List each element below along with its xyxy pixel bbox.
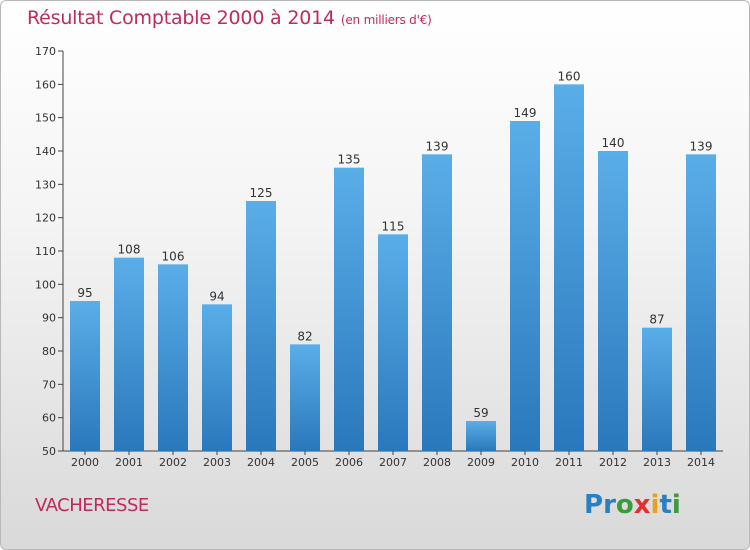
data-label: 125: [250, 186, 273, 200]
bar-2011: [554, 84, 584, 451]
x-tick-label: 2004: [247, 456, 275, 469]
bar-2009: [466, 421, 496, 451]
bar-2007: [378, 234, 408, 451]
chart-title-block: Résultat Comptable 2000 à 2014 (en millie…: [27, 7, 432, 29]
y-tick-label: 60: [42, 412, 56, 425]
x-tick-label: 2003: [203, 456, 231, 469]
bar-2002: [158, 264, 188, 451]
logo-letter: x: [633, 490, 651, 520]
chart-subtitle: (en milliers d'€): [340, 13, 432, 27]
x-tick-label: 2000: [71, 456, 99, 469]
y-tick-label: 120: [35, 212, 56, 225]
bar-2012: [598, 151, 628, 451]
chart-title: Résultat Comptable 2000 à 2014: [27, 7, 335, 29]
bar-2014: [686, 154, 716, 452]
y-tick-label: 130: [35, 178, 56, 191]
bar-2006: [334, 167, 364, 451]
data-label: 87: [649, 313, 664, 327]
data-label: 160: [558, 69, 581, 83]
y-tick-label: 50: [42, 445, 56, 458]
bar-2008: [422, 154, 452, 452]
x-tick-label: 2013: [643, 456, 671, 469]
data-label: 82: [297, 329, 312, 343]
data-label: 140: [602, 136, 625, 150]
data-label: 94: [209, 289, 224, 303]
y-tick-label: 140: [35, 145, 56, 158]
data-label: 135: [338, 153, 361, 167]
bar-2005: [290, 344, 320, 451]
x-tick-label: 2006: [335, 456, 363, 469]
location-name: VACHERESSE: [35, 495, 149, 516]
x-tick-label: 2001: [115, 456, 143, 469]
y-tick-label: 170: [35, 45, 56, 58]
chart-bars: [70, 84, 716, 452]
y-tick-label: 100: [35, 278, 56, 291]
x-tick-label: 2005: [291, 456, 319, 469]
x-tick-label: 2011: [555, 456, 583, 469]
y-tick-label: 80: [42, 345, 56, 358]
bar-2000: [70, 301, 100, 451]
y-tick-label: 160: [35, 78, 56, 91]
x-tick-label: 2007: [379, 456, 407, 469]
bar-2004: [246, 201, 276, 451]
y-tick-label: 70: [42, 378, 56, 391]
x-tick-label: 2002: [159, 456, 187, 469]
data-label: 108: [118, 243, 141, 257]
proxiti-logo: Proxiti: [584, 490, 681, 520]
bar-2013: [642, 327, 672, 451]
x-tick-label: 2008: [423, 456, 451, 469]
y-tick-label: 90: [42, 312, 56, 325]
logo-letter: t: [659, 490, 672, 520]
bar-2001: [114, 257, 144, 451]
data-label: 139: [690, 139, 713, 153]
bar-2003: [202, 304, 232, 451]
logo-letter: i: [671, 490, 681, 520]
chart-value-labels: 95 108 106 94 125 82 135 115 139 59 149 160 140 87 139: [77, 69, 712, 420]
y-tick-label: 150: [35, 112, 56, 125]
logo-letter: P: [584, 490, 604, 520]
logo-letter: r: [603, 490, 616, 520]
x-tick-label: 2009: [467, 456, 495, 469]
logo-letter: o: [615, 490, 634, 520]
x-tick-label: 2010: [511, 456, 539, 469]
data-label: 95: [77, 286, 92, 300]
logo-letter: i: [650, 490, 660, 520]
bar-2010: [510, 121, 540, 451]
x-tick-label: 2012: [599, 456, 627, 469]
y-tick-label: 110: [35, 245, 56, 258]
x-tick-label: 2014: [687, 456, 715, 469]
data-label: 115: [382, 219, 405, 233]
data-label: 139: [426, 139, 449, 153]
data-label: 106: [162, 249, 185, 263]
data-label: 149: [514, 106, 537, 120]
data-label: 59: [473, 406, 488, 420]
